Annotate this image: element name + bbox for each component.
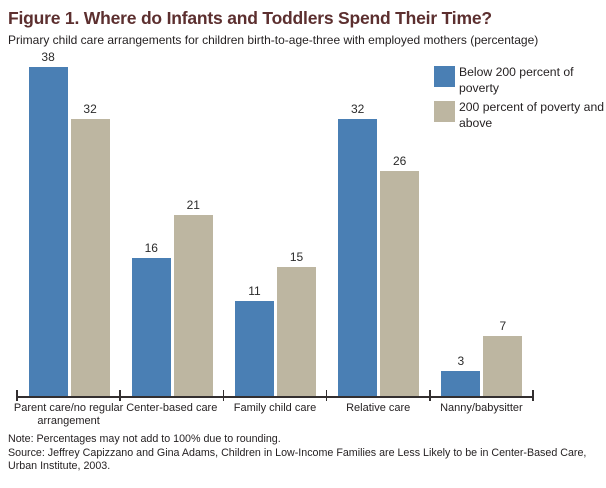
note-and-source: Note: Percentages may not add to 100% du… (8, 433, 603, 474)
bar-parent-care-no-regular-arrangement-200-percent-of-poverty-and-above (70, 119, 110, 397)
category-label-family-child-care: Family child care (233, 402, 317, 414)
x-axis-tick (532, 390, 534, 401)
bar-value-label: 3 (457, 354, 465, 368)
legend-label-200-above: 200 percent of poverty and above (459, 99, 606, 131)
source-line-2: Urban Institute, 2003. (8, 460, 111, 473)
bar-value-label: 16 (144, 241, 158, 255)
bar-value-label: 21 (186, 198, 200, 212)
figure-title: Figure 1. Where do Infants and Toddlers … (8, 8, 492, 28)
figure-subtitle: Primary child care arrangements for chil… (8, 33, 539, 47)
bar-family-child-care-below-200-percent-of-poverty (235, 301, 274, 397)
legend-swatch-below-200-icon (434, 66, 455, 87)
legend-label-line: 200 percent of poverty and (459, 100, 604, 114)
category-label-nanny-babysitter: Nanny/babysitter (440, 402, 523, 414)
bar-relative-care-below-200-percent-of-poverty (338, 119, 378, 397)
bar-value-label: 32 (351, 102, 365, 116)
note-line: Note: Percentages may not add to 100% du… (8, 433, 281, 445)
bar-center-based-care-below-200-percent-of-poverty (131, 258, 171, 397)
bar-value-label: 7 (499, 319, 507, 333)
bar-relative-care-200-percent-of-poverty-and-above (380, 171, 420, 397)
bar-nanny-babysitter-200-percent-of-poverty-and-above (483, 336, 523, 397)
source-line-1: Source: Jeffrey Capizzano and Gina Adams… (8, 446, 587, 459)
legend-label-line: Below 200 percent of (459, 65, 574, 79)
legend-swatch-200-above-icon (434, 101, 455, 122)
bar-value-label: 26 (393, 154, 407, 168)
bar-value-label: 32 (83, 102, 97, 116)
legend-label-below-200: Below 200 percent of poverty (459, 64, 606, 96)
bar-value-label: 11 (248, 284, 261, 298)
x-axis-tick (429, 390, 431, 401)
bar-value-label: 15 (289, 250, 304, 264)
bar-parent-care-no-regular-arrangement-below-200-percent-of-poverty (28, 67, 68, 397)
x-axis-line (17, 396, 533, 398)
x-axis-tick (222, 390, 225, 401)
bar-value-label: 38 (41, 50, 55, 64)
bar-family-child-care-200-percent-of-poverty-and-above (277, 267, 316, 397)
category-label-center-based-care: Center-based care (126, 402, 218, 414)
chart-plot: 38 32 Parent care/no regular arrangement 16… (0, 50, 606, 433)
bar-nanny-babysitter-below-200-percent-of-poverty (441, 371, 481, 397)
x-axis-tick (119, 390, 121, 401)
x-axis-tick (325, 390, 328, 401)
legend-label-line: poverty (459, 81, 499, 95)
category-label-relative-care: Relative care (346, 402, 411, 414)
legend-label-line: above (459, 116, 493, 130)
category-label-parent-care-no-regular-arrangement: Parent care/no regular arrangement (13, 402, 124, 427)
bar-center-based-care-200-percent-of-poverty-and-above (173, 215, 213, 397)
x-axis-tick (16, 390, 18, 401)
